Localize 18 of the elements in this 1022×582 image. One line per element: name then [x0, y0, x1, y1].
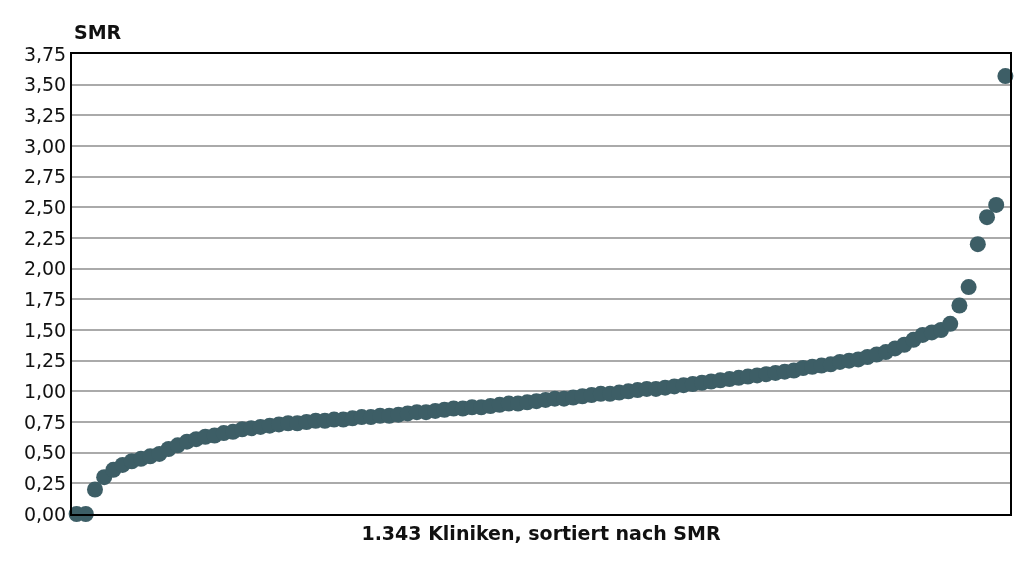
y-tick-label: 0,50 [23, 441, 67, 464]
y-axis-title: SMR [74, 21, 122, 43]
y-tick-label: 0,75 [23, 410, 67, 433]
y-tick-label: 1,50 [23, 318, 67, 341]
y-tick-label: 1,00 [23, 379, 67, 402]
y-tick-label: 2,75 [23, 165, 67, 188]
y-tick-label: 3,00 [23, 134, 67, 157]
y-tick-label: 2,25 [23, 226, 67, 249]
y-tick-label: 3,75 [23, 42, 67, 65]
x-axis-title: 1.343 Kliniken, sortiert nach SMR [361, 522, 721, 545]
y-tick-label: 1,25 [23, 349, 67, 372]
y-tick-label: 0,25 [23, 471, 67, 494]
y-tick-label: 3,25 [23, 103, 67, 126]
y-tick-label: 2,50 [23, 195, 67, 218]
y-tick-label: 2,00 [23, 257, 67, 280]
y-tick-label: 3,50 [23, 73, 67, 96]
y-tick-label: 1,75 [23, 287, 67, 310]
y-tick-label: 0,00 [23, 502, 67, 525]
